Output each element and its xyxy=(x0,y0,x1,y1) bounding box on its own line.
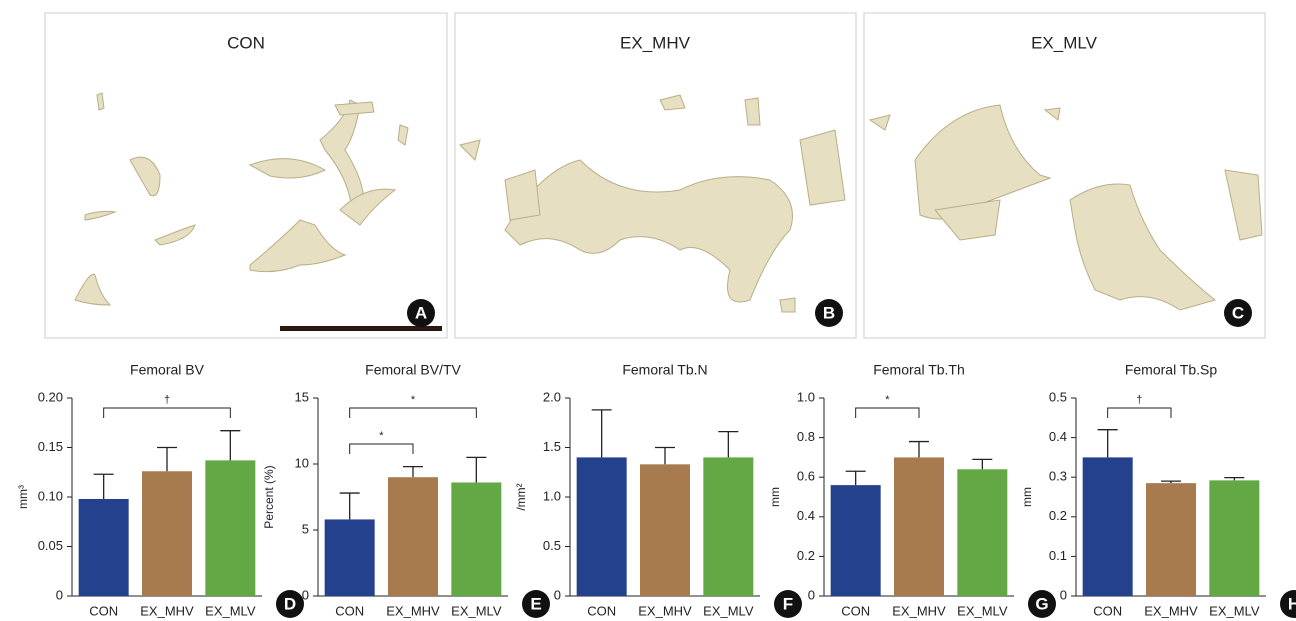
panel-letter: G xyxy=(1035,594,1048,613)
panel-letter: C xyxy=(1232,303,1244,322)
x-tick-label: EX_MLV xyxy=(703,603,754,618)
significance-label: † xyxy=(164,394,170,406)
y-tick-label: 0.4 xyxy=(797,508,815,523)
y-tick-label: 0 xyxy=(808,587,815,602)
y-tick-label: 15 xyxy=(295,389,309,404)
figure: CON A EX_MHV B xyxy=(0,0,1296,621)
panel-letter: H xyxy=(1288,594,1296,613)
y-axis-label: mm xyxy=(1020,487,1034,507)
x-tick-label: CON xyxy=(335,603,364,618)
y-tick-label: 0 xyxy=(302,587,309,602)
y-tick-label: 1.5 xyxy=(543,439,561,454)
y-tick-label: 0.1 xyxy=(1049,548,1067,563)
y-tick-label: 0.2 xyxy=(1049,508,1067,523)
panel-letter: D xyxy=(284,594,296,613)
chart-title: Femoral BV/TV xyxy=(365,362,461,378)
y-tick-label: 0.15 xyxy=(38,439,63,454)
panel-letter: E xyxy=(530,594,541,613)
x-tick-label: EX_MHV xyxy=(638,603,692,618)
x-tick-label: CON xyxy=(587,603,616,618)
y-tick-label: 1.0 xyxy=(797,389,815,404)
x-tick-label: CON xyxy=(1093,603,1122,618)
chart-title: Femoral Tb.Sp xyxy=(1125,362,1218,378)
y-tick-label: 0 xyxy=(1060,587,1067,602)
x-tick-label: EX_MLV xyxy=(957,603,1008,618)
bar xyxy=(957,469,1007,596)
x-tick-label: EX_MHV xyxy=(386,603,440,618)
bar xyxy=(831,485,881,596)
y-tick-label: 1.0 xyxy=(543,488,561,503)
bar xyxy=(1146,483,1196,596)
y-axis-label: mm xyxy=(768,487,782,507)
bar xyxy=(703,457,753,596)
panel-letter: F xyxy=(783,594,793,613)
bar xyxy=(894,457,944,596)
x-tick-label: EX_MLV xyxy=(1209,603,1260,618)
x-tick-label: CON xyxy=(89,603,118,618)
y-tick-label: 0.10 xyxy=(38,488,63,503)
y-tick-label: 0.05 xyxy=(38,538,63,553)
y-tick-label: 0 xyxy=(554,587,561,602)
panel-letter: B xyxy=(823,303,835,322)
x-tick-label: EX_MHV xyxy=(140,603,194,618)
panel-letter: A xyxy=(415,303,427,322)
x-tick-label: CON xyxy=(841,603,870,618)
bar xyxy=(142,471,192,596)
bar xyxy=(205,460,255,596)
y-tick-label: 0.20 xyxy=(38,389,63,404)
panel-title: EX_MLV xyxy=(1031,33,1097,52)
panel-title: CON xyxy=(227,33,265,52)
x-tick-label: EX_MLV xyxy=(205,603,256,618)
y-tick-label: 0.5 xyxy=(543,538,561,553)
significance-bracket xyxy=(350,408,477,418)
x-tick-label: EX_MHV xyxy=(892,603,946,618)
image-panel: EX_MLV C xyxy=(864,13,1265,338)
chart-title: Femoral BV xyxy=(130,362,205,378)
y-tick-label: 0.4 xyxy=(1049,429,1067,444)
significance-label: * xyxy=(379,430,384,442)
y-tick-label: 2.0 xyxy=(543,389,561,404)
image-panel: EX_MHV B xyxy=(455,13,856,338)
y-axis-label: Percent (%) xyxy=(262,465,276,528)
bar xyxy=(388,477,438,596)
significance-label: † xyxy=(1136,394,1142,406)
y-tick-label: 0.2 xyxy=(797,548,815,563)
bar xyxy=(1209,480,1259,596)
y-tick-label: 10 xyxy=(295,455,309,470)
significance-bracket xyxy=(1108,408,1171,418)
chart-title: Femoral Tb.N xyxy=(622,362,707,378)
x-tick-label: EX_MHV xyxy=(1144,603,1198,618)
y-tick-label: 0 xyxy=(56,587,63,602)
bar xyxy=(451,482,501,596)
y-tick-label: 0.3 xyxy=(1049,469,1067,484)
significance-bracket xyxy=(350,444,413,454)
y-tick-label: 0.5 xyxy=(1049,389,1067,404)
bar xyxy=(325,519,375,596)
panel-title: EX_MHV xyxy=(620,33,691,52)
image-panel: CON A xyxy=(45,13,447,338)
panel-frame xyxy=(45,13,447,338)
chart-title: Femoral Tb.Th xyxy=(873,362,965,378)
significance-label: * xyxy=(885,394,890,406)
scale-bar xyxy=(280,326,442,331)
significance-label: * xyxy=(411,394,416,406)
significance-bracket xyxy=(856,408,919,418)
bar xyxy=(640,464,690,596)
bar xyxy=(1083,457,1133,596)
y-tick-label: 0.8 xyxy=(797,429,815,444)
panel-frame xyxy=(455,13,856,338)
y-tick-label: 0.6 xyxy=(797,469,815,484)
bar xyxy=(79,499,129,596)
bar xyxy=(577,457,627,596)
y-tick-label: 5 xyxy=(302,521,309,536)
x-tick-label: EX_MLV xyxy=(451,603,502,618)
y-axis-label: mm³ xyxy=(16,485,30,509)
significance-bracket xyxy=(104,408,231,418)
y-axis-label: /mm² xyxy=(514,483,528,510)
